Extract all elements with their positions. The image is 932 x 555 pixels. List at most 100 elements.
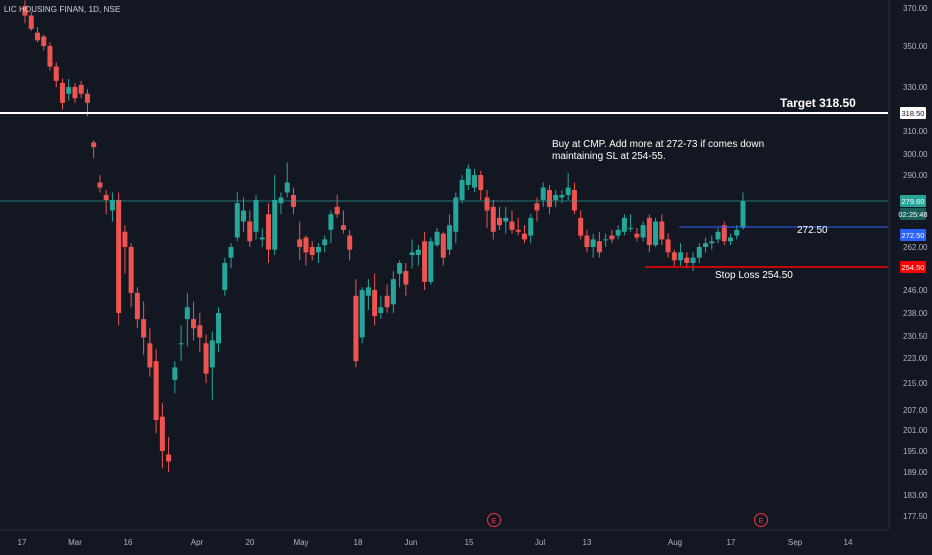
candle[interactable]	[428, 237, 434, 285]
candle[interactable]	[646, 214, 652, 253]
candle[interactable]	[565, 172, 571, 200]
candle[interactable]	[53, 62, 59, 87]
candle[interactable]	[272, 175, 278, 255]
candle[interactable]	[322, 235, 328, 253]
candle[interactable]	[640, 221, 646, 242]
candle[interactable]	[415, 245, 421, 266]
candle[interactable]	[147, 328, 153, 377]
target-price-tag[interactable]: 318.50	[900, 107, 926, 119]
candle[interactable]	[671, 249, 677, 266]
candle[interactable]	[596, 231, 602, 258]
candle[interactable]	[166, 437, 172, 472]
candle[interactable]	[184, 292, 190, 347]
candle[interactable]	[228, 243, 234, 269]
candle[interactable]	[390, 271, 396, 313]
time-axis[interactable]: 17 Mar 16 Apr 20 May 18 Jun 15 Jul 13 Aug 17 Sep 14	[0, 529, 888, 547]
buy-level-annotation[interactable]: 272.50	[797, 225, 828, 236]
candle[interactable]	[134, 287, 140, 329]
candle[interactable]	[72, 82, 78, 103]
candle[interactable]	[172, 361, 178, 394]
candle[interactable]	[141, 301, 147, 356]
candle[interactable]	[209, 331, 215, 400]
candle[interactable]	[546, 185, 552, 215]
trade-note-line-2[interactable]: maintaining SL at 254-55.	[552, 151, 666, 162]
candle[interactable]	[315, 243, 321, 263]
price-axis[interactable]: 370.00 350.00 330.00 310.00 300.00 290.00 262.…	[888, 0, 928, 530]
candle[interactable]	[490, 200, 496, 240]
candle[interactable]	[515, 217, 521, 236]
candle[interactable]	[353, 279, 359, 368]
candle[interactable]	[103, 190, 109, 215]
candle[interactable]	[340, 210, 346, 234]
candle[interactable]	[303, 235, 309, 266]
candle[interactable]	[178, 325, 184, 362]
candle[interactable]	[309, 241, 315, 261]
candle[interactable]	[409, 239, 415, 269]
candle[interactable]	[528, 214, 534, 244]
current-price-tag[interactable]: 279.60	[900, 195, 926, 207]
candle[interactable]	[497, 206, 503, 230]
candle[interactable]	[397, 260, 403, 288]
candle[interactable]	[540, 182, 546, 207]
candle[interactable]	[191, 301, 197, 341]
candle[interactable]	[571, 182, 577, 215]
candle[interactable]	[703, 237, 709, 253]
candle[interactable]	[59, 78, 65, 110]
candle[interactable]	[503, 206, 509, 234]
candle[interactable]	[28, 11, 34, 31]
candle[interactable]	[284, 162, 290, 198]
candle[interactable]	[584, 229, 590, 253]
candle[interactable]	[109, 192, 115, 222]
candle[interactable]	[41, 34, 47, 51]
candle[interactable]	[203, 334, 209, 383]
candle[interactable]	[734, 225, 740, 240]
candle[interactable]	[97, 175, 103, 193]
candle[interactable]	[628, 214, 634, 232]
stop-price-tag[interactable]: 254.50	[900, 261, 926, 273]
candle[interactable]	[472, 168, 478, 193]
candle[interactable]	[509, 210, 515, 234]
candle[interactable]	[22, 0, 28, 24]
candle[interactable]	[159, 403, 165, 469]
candle[interactable]	[372, 273, 378, 326]
candle[interactable]	[265, 203, 271, 263]
candle[interactable]	[122, 225, 128, 274]
candle[interactable]	[715, 227, 721, 244]
earnings-event-marker[interactable]: E	[487, 513, 501, 527]
candle[interactable]	[740, 192, 746, 230]
candle[interactable]	[278, 192, 284, 215]
candle[interactable]	[659, 214, 665, 246]
candle[interactable]	[465, 164, 471, 191]
candle[interactable]	[334, 195, 340, 218]
candle[interactable]	[534, 197, 540, 222]
candle[interactable]	[241, 197, 247, 232]
candle[interactable]	[709, 235, 715, 250]
candle[interactable]	[422, 231, 428, 290]
candle[interactable]	[721, 221, 727, 246]
candle[interactable]	[359, 287, 365, 344]
candle[interactable]	[634, 227, 640, 242]
target-annotation[interactable]: Target 318.50	[780, 96, 856, 110]
candle[interactable]	[222, 257, 228, 296]
candle[interactable]	[684, 252, 690, 269]
candle[interactable]	[197, 313, 203, 353]
candle[interactable]	[459, 175, 465, 204]
candle[interactable]	[434, 227, 440, 247]
bar-countdown-tag[interactable]: 02:25:48	[898, 208, 928, 220]
candle[interactable]	[403, 263, 409, 296]
candle[interactable]	[690, 252, 696, 272]
candle[interactable]	[347, 229, 353, 261]
candle[interactable]	[47, 42, 53, 71]
candle[interactable]	[665, 233, 671, 258]
candle[interactable]	[653, 217, 659, 247]
candle[interactable]	[116, 192, 122, 326]
candle[interactable]	[259, 227, 265, 247]
candle[interactable]	[603, 233, 609, 247]
candle[interactable]	[615, 225, 621, 240]
candle[interactable]	[728, 233, 734, 246]
candle[interactable]	[590, 233, 596, 258]
candle[interactable]	[447, 214, 453, 255]
buy-price-tag[interactable]: 272.50	[900, 229, 926, 241]
